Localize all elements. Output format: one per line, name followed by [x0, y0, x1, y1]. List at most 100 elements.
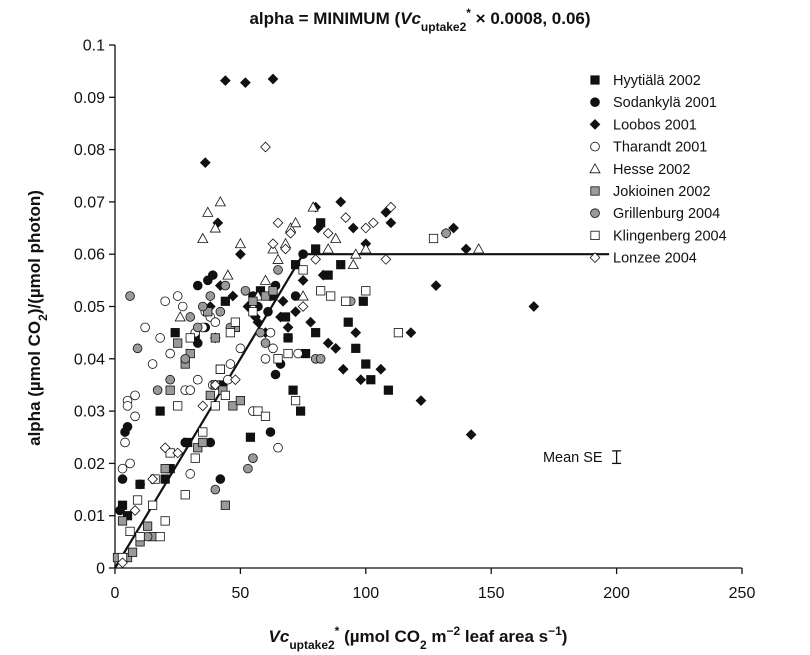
x-tick-label: 100: [352, 585, 379, 602]
data-point: [227, 290, 239, 302]
y-axis-label: alpha (µmol CO2)/(µmol photon): [25, 190, 50, 446]
data-point: [415, 395, 427, 407]
data-point: [317, 269, 329, 281]
data-point: [289, 216, 302, 228]
data-point: [240, 77, 251, 89]
data-point: [210, 401, 220, 411]
data-point: [268, 286, 278, 296]
data-point: [355, 374, 367, 386]
data-point: [173, 401, 183, 411]
data-point: [160, 464, 170, 474]
data-point: [265, 327, 276, 338]
data-point: [210, 484, 221, 495]
data-point: [268, 343, 278, 354]
legend-label: Hesse 2002: [613, 162, 690, 178]
data-point: [360, 222, 372, 234]
data-point: [147, 473, 158, 485]
data-point: [393, 328, 404, 338]
data-point: [185, 348, 195, 359]
y-tick-label: 0.08: [74, 142, 105, 159]
data-point: [127, 547, 138, 557]
data-point: [260, 353, 271, 364]
data-point: [361, 286, 371, 296]
data-point: [155, 333, 165, 343]
data-point: [283, 333, 293, 343]
data-point: [185, 385, 196, 395]
data-point: [120, 437, 130, 448]
data-point: [220, 280, 231, 291]
x-tick-label: 150: [478, 585, 505, 602]
data-point: [192, 322, 203, 333]
data-point: [305, 316, 316, 328]
data-point: [259, 274, 272, 285]
data-point: [190, 453, 200, 463]
data-point: [252, 316, 264, 328]
data-point: [297, 301, 309, 312]
data-point: [185, 469, 196, 479]
data-point: [220, 296, 230, 306]
legend-marker: [590, 208, 600, 219]
data-point: [448, 222, 459, 234]
data-point: [173, 338, 183, 348]
data-point: [180, 437, 191, 448]
data-point: [215, 474, 226, 484]
data-point: [222, 269, 234, 280]
data-point: [285, 227, 296, 239]
data-point: [282, 322, 294, 333]
data-point: [297, 290, 309, 301]
data-point: [198, 437, 208, 448]
data-point: [122, 511, 133, 521]
data-point: [197, 232, 209, 243]
data-point: [130, 390, 140, 401]
data-point: [337, 363, 349, 375]
data-point: [132, 343, 143, 354]
data-point: [441, 228, 451, 239]
data-point: [208, 270, 218, 280]
legend-marker: [589, 119, 601, 130]
data-point: [361, 359, 371, 369]
data-point: [347, 258, 359, 270]
data-point: [230, 374, 241, 386]
data-point: [260, 141, 271, 153]
legend-label: Hyytiälä 2002: [613, 73, 701, 89]
data-point: [273, 442, 283, 453]
data-point: [180, 490, 190, 500]
data-point: [267, 73, 279, 85]
data-point: [165, 348, 175, 359]
x-tick-label: 250: [729, 585, 756, 602]
data-point: [192, 280, 203, 291]
data-point: [117, 516, 128, 526]
data-point: [205, 291, 216, 301]
data-point: [360, 243, 372, 254]
x-tick-label: 0: [111, 585, 120, 602]
data-point: [152, 385, 163, 395]
data-point: [234, 237, 247, 249]
data-point: [290, 260, 301, 270]
data-point: [132, 495, 143, 505]
data-point: [155, 532, 165, 542]
data-point: [210, 333, 220, 343]
data-point: [199, 157, 211, 169]
data-point: [375, 363, 387, 375]
legend-marker: [590, 186, 600, 196]
legend: Hyytiälä 2002 Sodankylä 2001 Loobos 2001 Th…: [589, 73, 727, 267]
x-axis-label: Vcuptake2* (µmol CO2 m−2 leaf area s−1): [269, 624, 568, 652]
y-tick-label: 0: [96, 561, 105, 578]
data-point: [220, 500, 230, 510]
legend-marker: [589, 252, 601, 263]
data-point: [298, 265, 308, 275]
data-point: [311, 244, 321, 254]
data-point: [293, 348, 303, 359]
data-point: [235, 248, 246, 260]
data-point: [528, 301, 540, 312]
data-point: [351, 343, 361, 353]
legend-label: Tharandt 2001: [613, 140, 707, 156]
data-point: [209, 222, 221, 233]
data-point: [297, 274, 309, 286]
data-point: [202, 206, 214, 217]
y-tick-label: 0.04: [74, 351, 105, 368]
data-point: [248, 453, 258, 463]
data-points: [112, 73, 540, 569]
chart-title: alpha = MINIMUM (Vcuptake2* × 0.0008, 0.…: [249, 6, 590, 34]
legend-label: Klingenberg 2004: [613, 228, 727, 244]
